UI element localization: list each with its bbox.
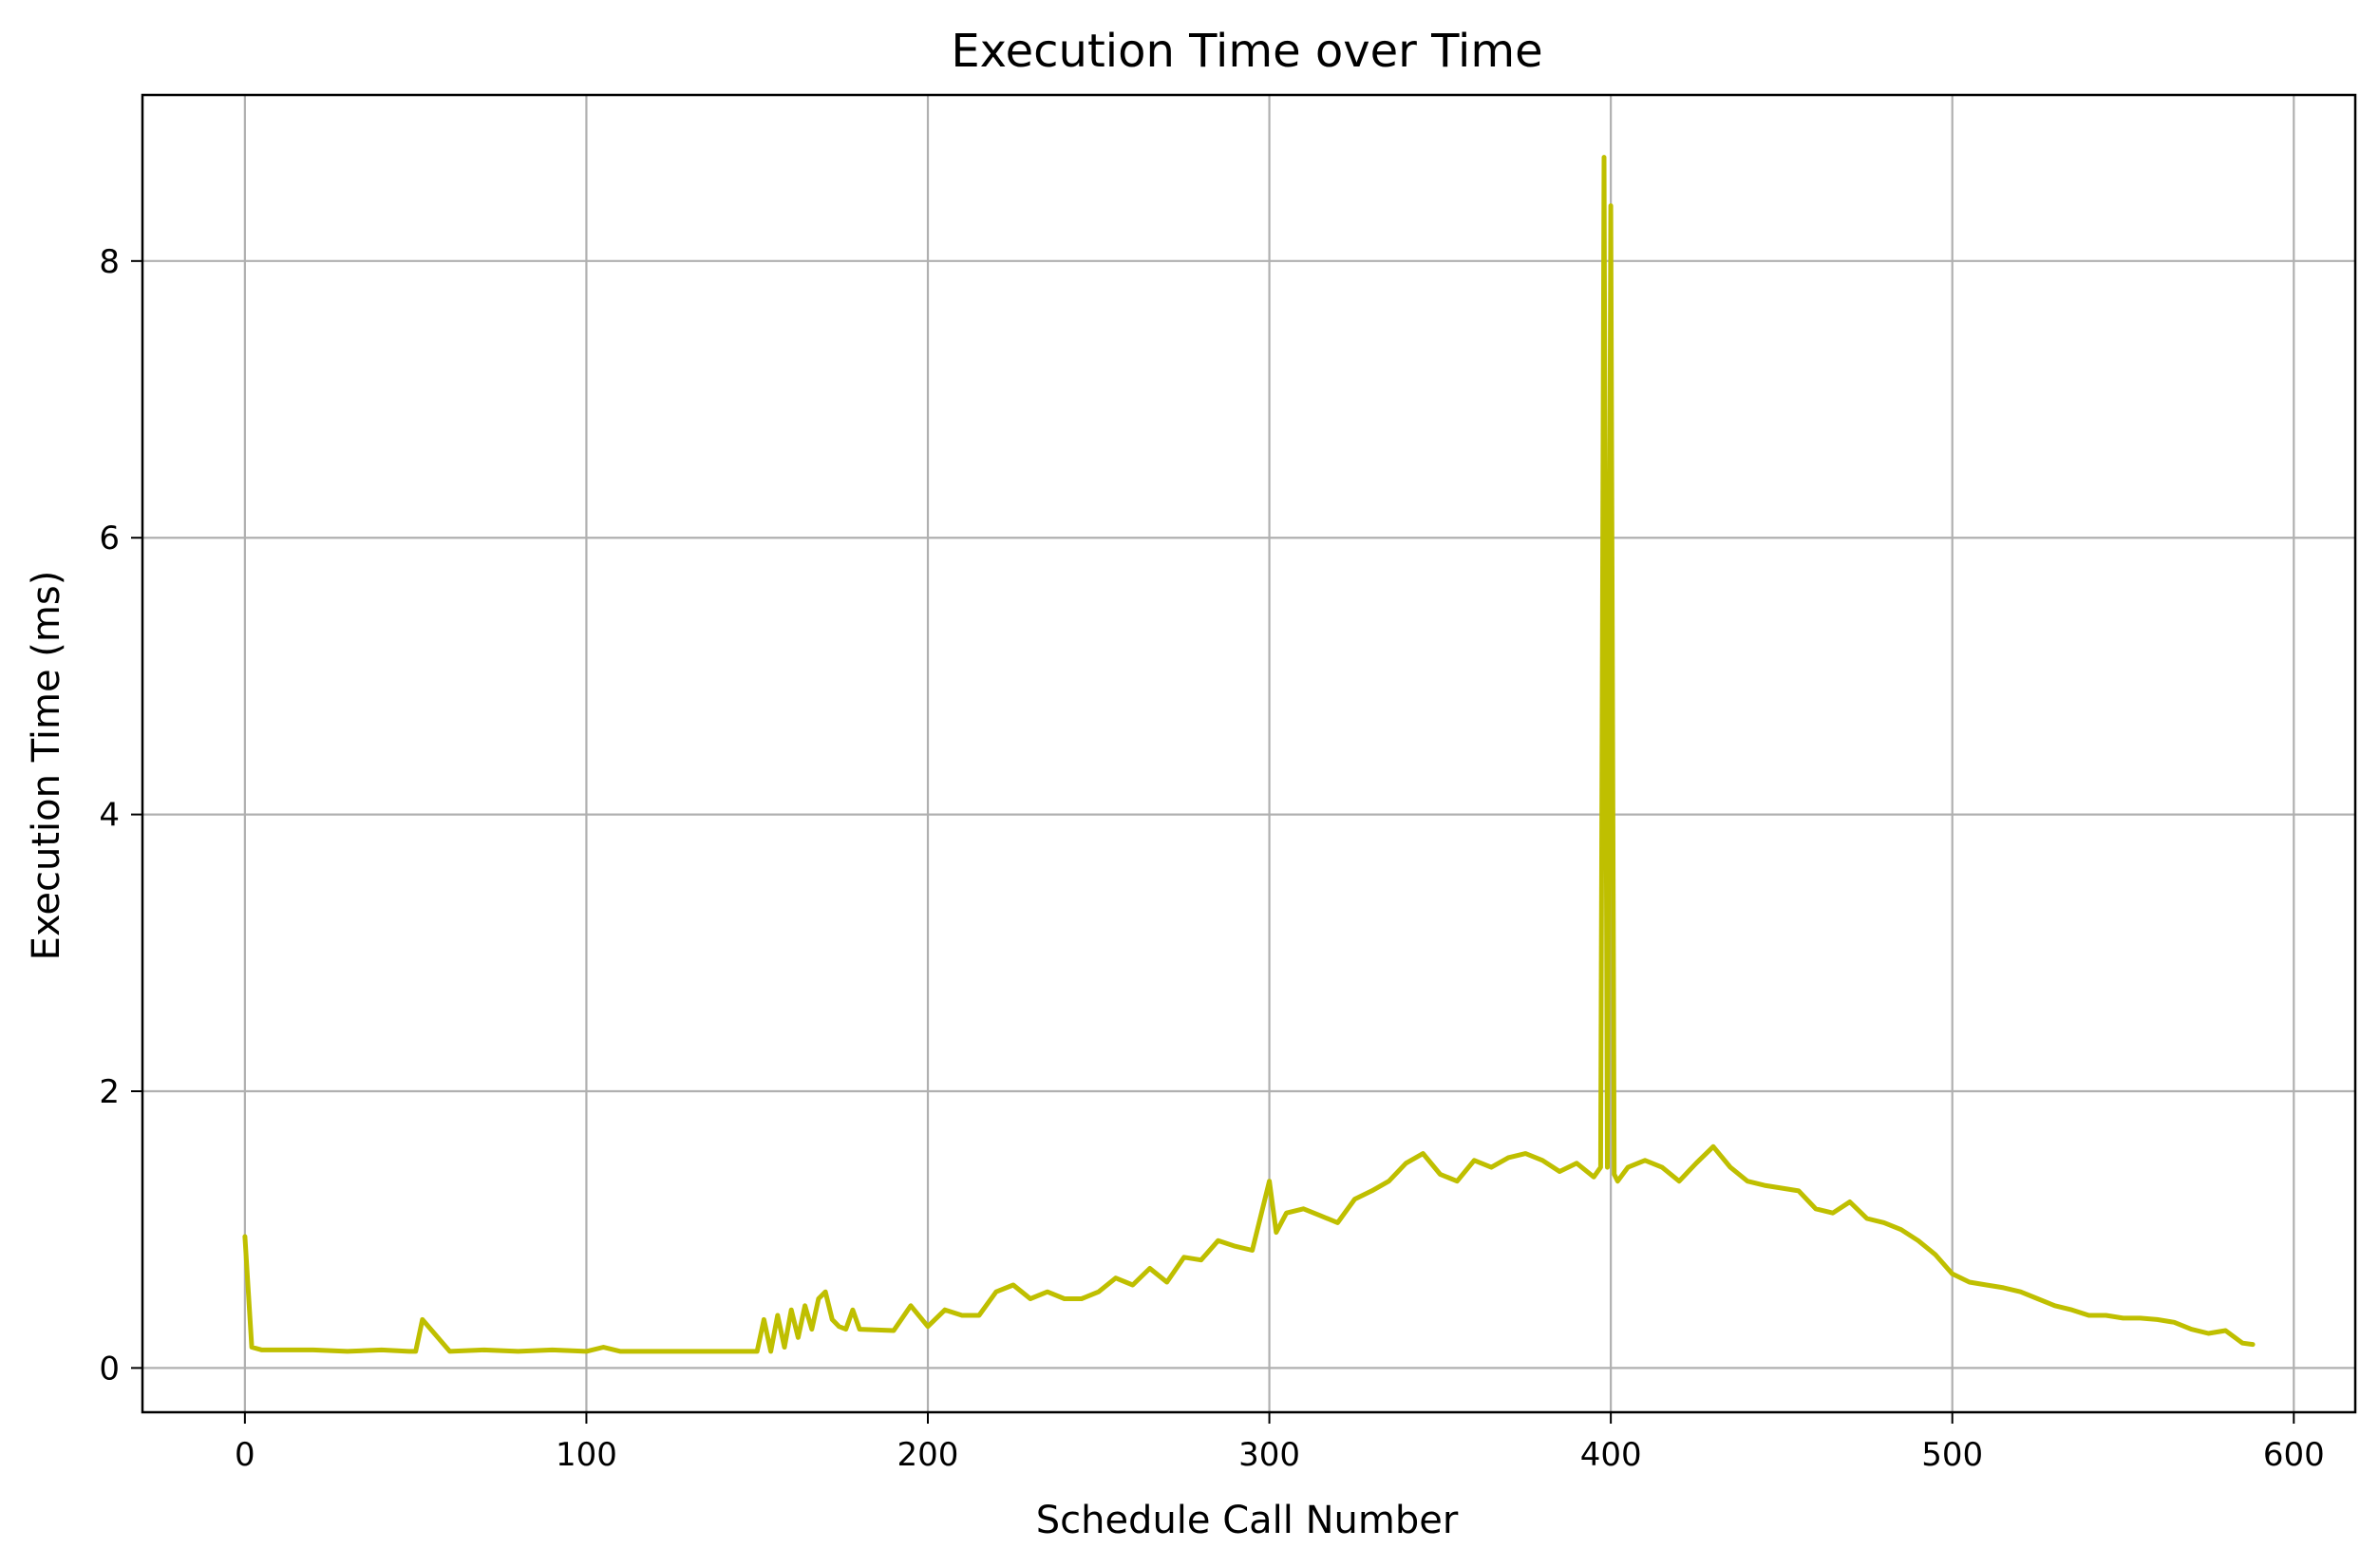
- x-tick-label: 100: [556, 1436, 617, 1474]
- plot-area: [242, 155, 2256, 1354]
- y-tick-label: 0: [99, 1350, 120, 1388]
- series-line: [242, 155, 2256, 1354]
- y-tick-label: 6: [99, 520, 120, 557]
- axis-ticks: 0 100 200 300 400 500 600 0 2 4 6 8: [99, 243, 2324, 1474]
- x-axis-label: Schedule Call Number: [1036, 1499, 1459, 1542]
- axes-frame: [141, 93, 2357, 1414]
- y-tick-label: 4: [99, 797, 120, 835]
- y-tick-label: 2: [99, 1073, 120, 1111]
- x-tick-label: 400: [1580, 1436, 1642, 1474]
- y-axis-label: Execution Time (ms): [25, 571, 68, 961]
- chart-title: Execution Time over Time: [951, 25, 1542, 78]
- x-tick-label: 500: [1921, 1436, 1983, 1474]
- y-tick-label: 8: [99, 243, 120, 281]
- x-tick-label: 200: [897, 1436, 959, 1474]
- x-tick-label: 0: [235, 1436, 255, 1474]
- x-tick-label: 300: [1238, 1436, 1300, 1474]
- x-tick-label: 600: [2263, 1436, 2325, 1474]
